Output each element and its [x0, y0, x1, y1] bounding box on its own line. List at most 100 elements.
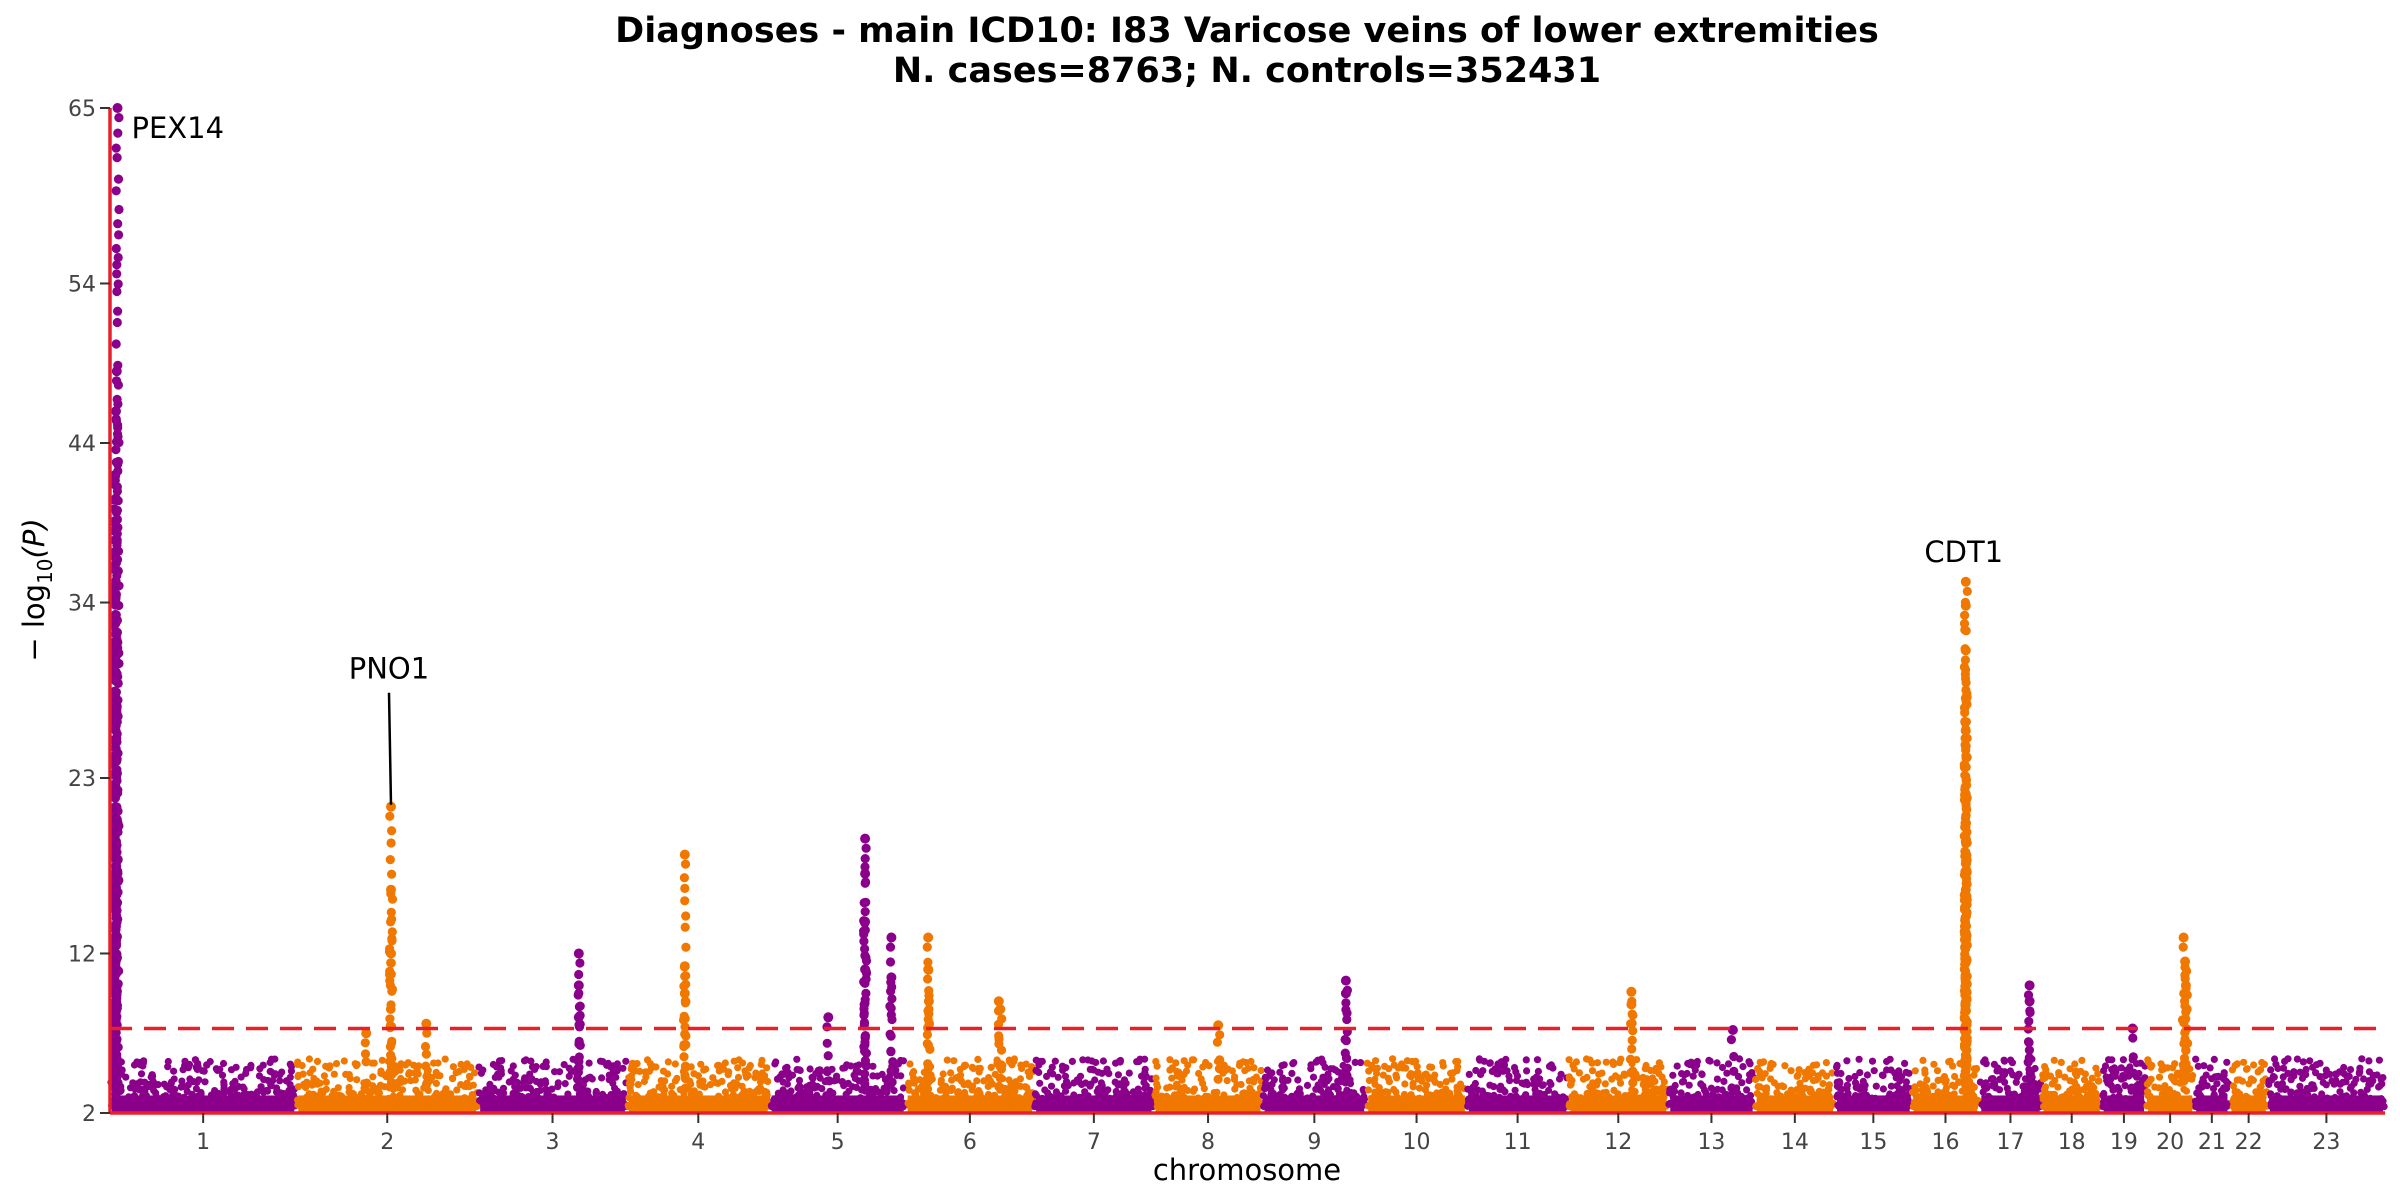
- snp-point: [1569, 1061, 1577, 1069]
- snp-point: [835, 1097, 843, 1105]
- snp-point: [760, 1094, 769, 1102]
- snp-point: [1101, 1089, 1109, 1097]
- snp-point: [1472, 1092, 1480, 1100]
- snp-point: [634, 1081, 642, 1089]
- snp-point: [2105, 1056, 2113, 1064]
- snp-point: [1337, 1102, 1345, 1110]
- snp-point: [1102, 1103, 1110, 1111]
- snp-point: [1609, 1058, 1617, 1066]
- snp-point: [588, 1075, 596, 1083]
- snp-point: [2367, 1076, 2375, 1084]
- snp-point: [939, 1070, 947, 1078]
- snp-point: [793, 1055, 801, 1063]
- snp-point: [1921, 1069, 1929, 1077]
- snp-point: [137, 1070, 146, 1078]
- snp-point: [598, 1074, 606, 1082]
- snp-point: [1739, 1063, 1747, 1071]
- snp-point: [1705, 1056, 1713, 1064]
- snp-point: [1269, 1100, 1277, 1108]
- snp-point: [1909, 1088, 1917, 1096]
- snp-point: [984, 1090, 993, 1099]
- snp-point: [440, 1096, 448, 1104]
- snp-point: [216, 1102, 224, 1110]
- peak-point: [111, 406, 121, 417]
- snp-point: [731, 1084, 739, 1092]
- snp-point: [554, 1083, 562, 1091]
- snp-point: [2080, 1076, 2089, 1084]
- snp-point: [499, 1084, 508, 1092]
- snp-point: [167, 1078, 176, 1086]
- snp-point: [1115, 1057, 1124, 1065]
- snp-point: [194, 1092, 202, 1100]
- snp-point: [200, 1067, 208, 1075]
- snp-point: [1825, 1081, 1833, 1089]
- snp-point: [1940, 1094, 1949, 1102]
- snp-point: [1114, 1071, 1122, 1079]
- snp-point: [1153, 1062, 1161, 1070]
- snp-point: [1989, 1103, 1997, 1111]
- snp-point: [620, 1090, 628, 1098]
- snp-point: [475, 1063, 483, 1071]
- snp-point: [475, 1089, 483, 1097]
- snp-point: [1490, 1091, 1498, 1099]
- snp-point: [1680, 1077, 1688, 1085]
- snp-point: [1789, 1096, 1797, 1104]
- snp-point: [2061, 1098, 2069, 1106]
- snp-point: [405, 1069, 413, 1077]
- snp-point: [668, 1082, 676, 1090]
- snp-point: [1514, 1102, 1523, 1110]
- snp-point: [363, 1102, 371, 1110]
- snp-point: [808, 1095, 816, 1103]
- snp-point: [152, 1089, 160, 1097]
- snp-point: [1533, 1056, 1542, 1064]
- snp-point: [718, 1077, 726, 1085]
- snp-point: [497, 1070, 505, 1078]
- snp-point: [1856, 1085, 1864, 1093]
- snp-point: [402, 1098, 410, 1106]
- snp-point: [1773, 1089, 1781, 1097]
- snp-point: [1990, 1060, 1998, 1068]
- snp-point: [603, 1061, 611, 1069]
- snp-point: [746, 1087, 754, 1095]
- snp-point: [1593, 1059, 1602, 1067]
- snp-point: [2310, 1093, 2318, 1101]
- snp-point: [2180, 1085, 2188, 1093]
- snp-point: [1184, 1096, 1192, 1104]
- snp-point: [1071, 1095, 1079, 1103]
- snp-point: [1199, 1063, 1207, 1071]
- snp-point: [612, 1073, 620, 1081]
- snp-point: [126, 1084, 135, 1092]
- snp-point: [694, 1072, 703, 1080]
- snp-point: [1899, 1090, 1907, 1098]
- snp-point: [1535, 1102, 1543, 1111]
- snp-point: [1713, 1075, 1721, 1083]
- snp-point: [1017, 1061, 1025, 1069]
- snp-point: [2107, 1075, 2115, 1083]
- snp-point: [631, 1067, 639, 1075]
- snp-point: [135, 1102, 143, 1110]
- snp-point: [1048, 1100, 1056, 1109]
- snp-point: [485, 1098, 493, 1106]
- snp-point: [1036, 1079, 1044, 1087]
- snp-point: [2209, 1085, 2218, 1093]
- snp-point: [320, 1072, 328, 1080]
- snp-point: [184, 1081, 192, 1089]
- snp-point: [1111, 1078, 1119, 1086]
- snp-point: [242, 1069, 250, 1077]
- snp-point: [148, 1071, 156, 1079]
- snp-point: [1767, 1059, 1775, 1068]
- snp-point: [613, 1060, 622, 1068]
- snp-point: [1244, 1064, 1252, 1072]
- snp-point: [1163, 1084, 1171, 1092]
- snp-point: [1720, 1077, 1728, 1085]
- snp-point: [168, 1093, 176, 1102]
- snp-point: [644, 1102, 652, 1110]
- snp-point: [1855, 1055, 1863, 1063]
- snp-point: [1078, 1080, 1086, 1089]
- snp-point: [1651, 1077, 1659, 1085]
- snp-point: [1058, 1062, 1067, 1070]
- snp-point: [522, 1056, 530, 1064]
- snp-point: [1520, 1080, 1528, 1088]
- snp-point: [2155, 1073, 2164, 1081]
- snp-point: [182, 1103, 190, 1111]
